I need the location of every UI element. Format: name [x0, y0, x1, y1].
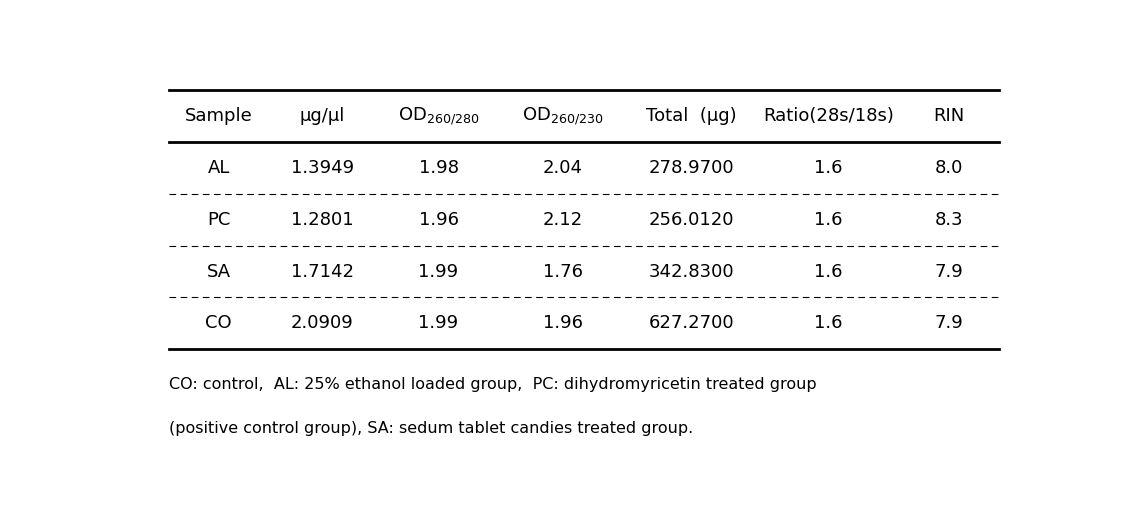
- Text: PC: PC: [207, 211, 230, 229]
- Text: 1.7142: 1.7142: [290, 263, 354, 281]
- Text: OD$_{260/280}$: OD$_{260/280}$: [398, 105, 480, 127]
- Text: (positive control group), SA: sedum tablet candies treated group.: (positive control group), SA: sedum tabl…: [169, 421, 694, 436]
- Text: 8.3: 8.3: [934, 211, 964, 229]
- Text: 278.9700: 278.9700: [649, 159, 735, 177]
- Text: Total  (μg): Total (μg): [646, 107, 737, 125]
- Text: CO: control,  AL: 25% ethanol loaded group,  PC: dihydromyricetin treated group: CO: control, AL: 25% ethanol loaded grou…: [169, 377, 817, 392]
- Text: 342.8300: 342.8300: [649, 263, 735, 281]
- Text: 1.99: 1.99: [418, 314, 459, 333]
- Text: 2.12: 2.12: [543, 211, 583, 229]
- Text: 7.9: 7.9: [934, 314, 964, 333]
- Text: OD$_{260/230}$: OD$_{260/230}$: [523, 105, 604, 127]
- Text: 8.0: 8.0: [935, 159, 962, 177]
- Text: 1.2801: 1.2801: [292, 211, 354, 229]
- Text: 1.76: 1.76: [543, 263, 583, 281]
- Text: 1.6: 1.6: [814, 211, 843, 229]
- Text: 2.04: 2.04: [543, 159, 583, 177]
- Text: 1.3949: 1.3949: [290, 159, 354, 177]
- Text: 627.2700: 627.2700: [649, 314, 735, 333]
- Text: 1.98: 1.98: [418, 159, 459, 177]
- Text: Ratio(28s/18s): Ratio(28s/18s): [763, 107, 894, 125]
- Text: SA: SA: [206, 263, 231, 281]
- Text: 1.6: 1.6: [814, 159, 843, 177]
- Text: RIN: RIN: [933, 107, 965, 125]
- Text: 1.6: 1.6: [814, 263, 843, 281]
- Text: Sample: Sample: [185, 107, 253, 125]
- Text: 1.96: 1.96: [418, 211, 459, 229]
- Text: 2.0909: 2.0909: [290, 314, 354, 333]
- Text: AL: AL: [207, 159, 230, 177]
- Text: CO: CO: [205, 314, 232, 333]
- Text: 256.0120: 256.0120: [649, 211, 735, 229]
- Text: 7.9: 7.9: [934, 263, 964, 281]
- Text: 1.99: 1.99: [418, 263, 459, 281]
- Text: μg/μl: μg/μl: [300, 107, 345, 125]
- Text: 1.96: 1.96: [543, 314, 583, 333]
- Text: 1.6: 1.6: [814, 314, 843, 333]
